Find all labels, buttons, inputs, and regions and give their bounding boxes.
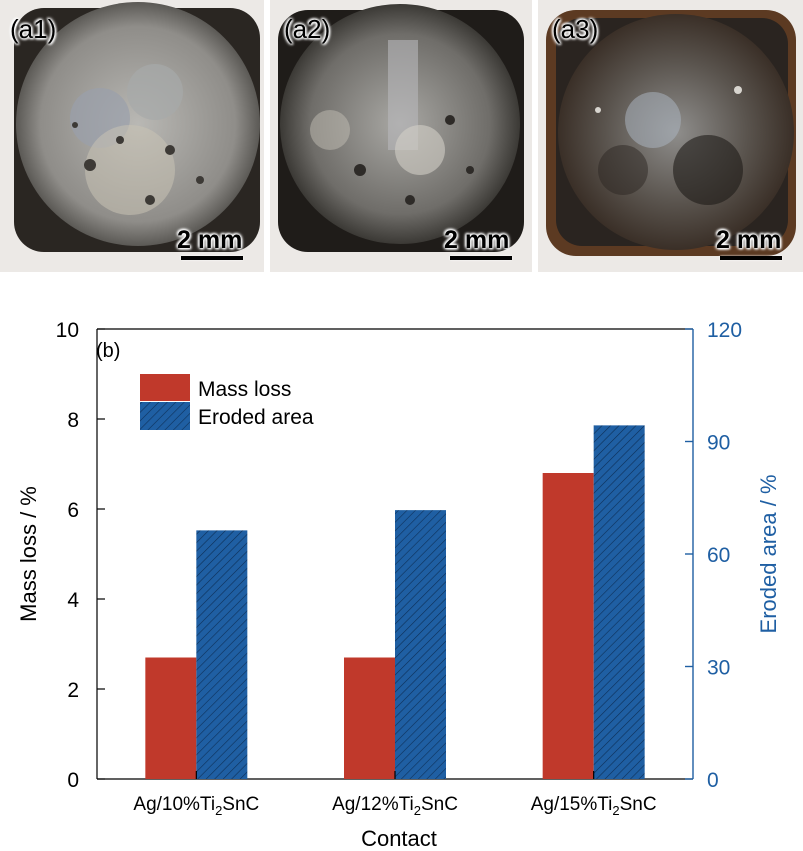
legend-swatch-eroded-area: [140, 402, 190, 430]
y-tick-label-left: 0: [67, 769, 79, 792]
y-tick-label-left: 4: [67, 589, 79, 612]
x-tick-label: Ag/15%Ti2SnC: [531, 794, 657, 818]
bar-mass-loss: [344, 657, 395, 779]
scale-bar: [181, 256, 243, 260]
legend: Mass loss Eroded area: [140, 374, 314, 430]
y-axis-title-right: Eroded area / %: [756, 475, 781, 634]
y-tick-label-left: 6: [67, 499, 79, 522]
photo-label: (a1): [10, 14, 57, 44]
y-tick-label-left: 10: [56, 319, 79, 342]
photo-a1: (a1) 2 mm: [0, 0, 264, 272]
y-tick-label-left: 8: [67, 409, 79, 432]
scale-label: 2 mm: [177, 226, 243, 254]
eroded-contact-photo-a1: [14, 2, 260, 252]
mass-loss-eroded-area-chart: 0 2 4 6 8 10 0 30 60 90 120 Ag/10%Ti2SnC Ag/12%Ti2Sn…: [16, 319, 781, 851]
y-tick-label-right: 90: [707, 432, 730, 455]
scale-label: 2 mm: [444, 226, 510, 254]
photo-a3: (a3) 2 mm: [538, 0, 803, 272]
y-tick-label-left: 2: [67, 679, 79, 702]
bar-mass-loss: [542, 473, 594, 779]
y-tick-label-right: 60: [707, 544, 730, 567]
y-axis-title-left: Mass loss / %: [16, 486, 41, 622]
scale-bar: [720, 256, 782, 260]
photo-label: (a3): [552, 14, 599, 44]
y-tick-label-right: 30: [707, 657, 730, 680]
bar-eroded-area: [395, 510, 446, 779]
bar-mass-loss: [145, 657, 197, 779]
photo-label: (a2): [284, 14, 331, 44]
eroded-contact-photo-a2: [278, 4, 524, 252]
x-tick-label: Ag/10%Ti2SnC: [133, 794, 259, 818]
bar-eroded-area: [196, 530, 248, 779]
legend-swatch-mass-loss: [140, 374, 190, 401]
scale-label: 2 mm: [716, 226, 782, 254]
legend-label-eroded-area: Eroded area: [198, 406, 314, 429]
bar-eroded-area: [593, 425, 645, 779]
scale-bar: [450, 256, 512, 260]
x-axis-title: Contact: [361, 826, 437, 851]
legend-label-mass-loss: Mass loss: [198, 378, 291, 401]
y-tick-label-right: 0: [707, 769, 719, 792]
y-tick-label-right: 120: [707, 319, 742, 342]
photo-a2: (a2) 2 mm: [270, 0, 532, 272]
chart-panel-label: (b): [96, 340, 120, 362]
x-tick-label: Ag/12%Ti2SnC: [332, 794, 458, 818]
eroded-contact-photo-a3: [546, 10, 796, 256]
